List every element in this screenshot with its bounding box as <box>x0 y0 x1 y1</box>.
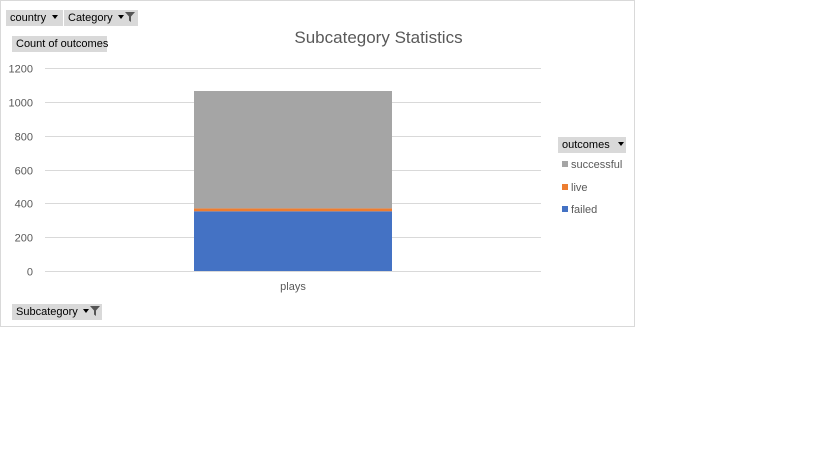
country-filter-label: country <box>10 12 47 24</box>
filter-funnel-icon <box>124 12 135 23</box>
country-filter-button[interactable]: country <box>6 10 63 26</box>
legend-swatch-successful <box>562 161 568 167</box>
dropdown-arrow-icon <box>82 309 89 314</box>
legend-label-live: live <box>571 182 588 194</box>
filter-funnel-icon <box>89 306 100 317</box>
dropdown-arrow-icon <box>52 15 59 20</box>
y-tick-label: 0 <box>27 267 33 279</box>
dropdown-arrow-icon <box>617 142 624 147</box>
legend-field-label: outcomes <box>562 139 610 151</box>
legend-swatch-failed <box>562 206 568 212</box>
value-field-label: Count of outcomes <box>16 38 109 50</box>
subcategory-field-button[interactable]: Subcategory <box>12 304 102 320</box>
y-tick-label: 200 <box>15 233 33 245</box>
legend-swatch-live <box>562 184 568 190</box>
subcategory-field-label: Subcategory <box>16 306 78 318</box>
category-filter-button[interactable]: Category <box>64 10 138 26</box>
x-tick-label: plays <box>280 281 306 293</box>
bar-segment-failed <box>194 211 392 271</box>
category-filter-label: Category <box>68 12 113 24</box>
y-tick-label: 600 <box>15 166 33 178</box>
plot-area: 0 200 400 600 800 1000 1200 plays <box>9 64 541 293</box>
legend-field-button[interactable]: outcomes <box>558 137 626 153</box>
value-field-button[interactable]: Count of outcomes <box>12 36 109 52</box>
bar-segment-live <box>194 208 392 212</box>
legend-label-successful: successful <box>571 159 623 171</box>
y-tick-label: 800 <box>15 132 33 144</box>
y-tick-label: 1000 <box>9 98 33 110</box>
legend-label-failed: failed <box>571 204 598 216</box>
bar-segment-successful <box>194 91 392 209</box>
dropdown-arrow-icon <box>117 15 124 20</box>
pivot-chart: country Category Count of outcomes Subca… <box>0 0 635 327</box>
chart-title: Subcategory Statistics <box>294 28 463 47</box>
y-tick-label: 400 <box>15 199 33 211</box>
y-tick-label: 1200 <box>9 64 33 76</box>
